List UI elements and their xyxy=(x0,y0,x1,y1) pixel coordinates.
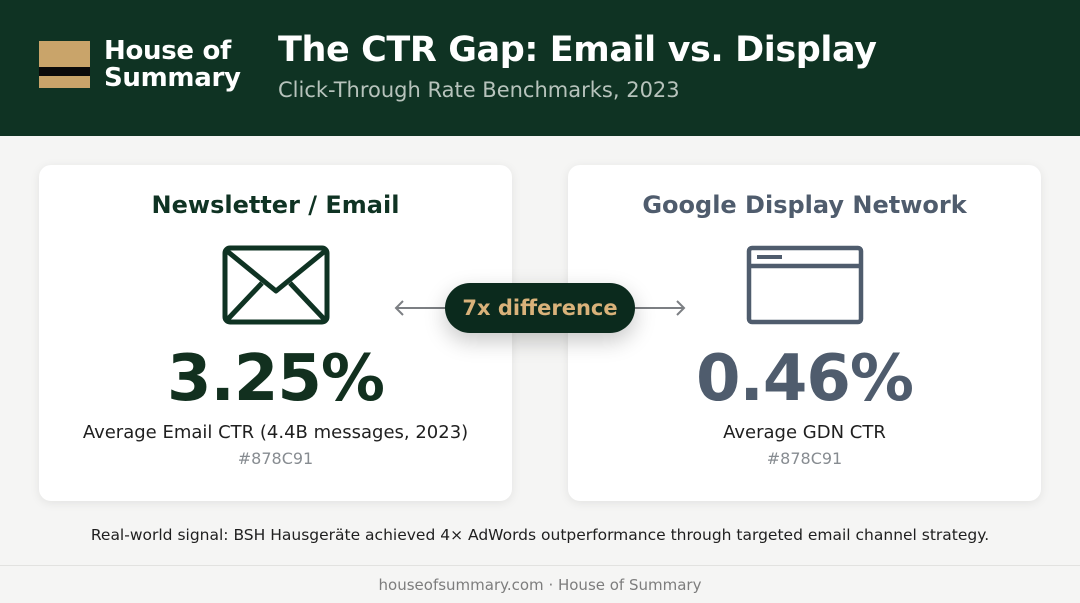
page-subtitle: Click-Through Rate Benchmarks, 2023 xyxy=(278,78,680,102)
email-ctr-caption: Average Email CTR (4.4B messages, 2023) xyxy=(82,422,469,443)
footer-text: houseofsummary.com · House of Summary xyxy=(378,576,702,594)
logo-mark-icon xyxy=(39,41,90,88)
header-banner: House of Summary The CTR Gap: Email vs. … xyxy=(0,0,1080,136)
brand-logo-text: House of Summary xyxy=(104,38,241,92)
brand-line-1: House of xyxy=(104,36,232,66)
difference-badge: 7x difference xyxy=(445,283,635,333)
gdn-ctr-value: 0.46% xyxy=(695,342,914,416)
page-title: The CTR Gap: Email vs. Display xyxy=(278,30,877,70)
real-world-signal-text: Real-world signal: BSH Hausgeräte achiev… xyxy=(90,526,990,544)
gdn-ctr-caption: Average GDN CTR xyxy=(723,422,886,443)
email-color-code: #878C91 xyxy=(237,449,314,468)
brand-line-2: Summary xyxy=(104,63,241,93)
gdn-color-code: #878C91 xyxy=(766,449,843,468)
browser-window-icon xyxy=(746,245,864,325)
envelope-icon xyxy=(222,245,330,325)
footer-divider xyxy=(0,565,1080,566)
gdn-card: Google Display Network 0.46% Average GDN… xyxy=(568,165,1041,501)
gdn-card-title: Google Display Network xyxy=(642,191,967,219)
email-card: Newsletter / Email 3.25% Average Email C… xyxy=(39,165,512,501)
email-ctr-value: 3.25% xyxy=(166,342,385,416)
email-card-title: Newsletter / Email xyxy=(151,191,400,219)
arrow-right-icon xyxy=(630,298,688,318)
arrow-left-icon xyxy=(392,298,452,318)
